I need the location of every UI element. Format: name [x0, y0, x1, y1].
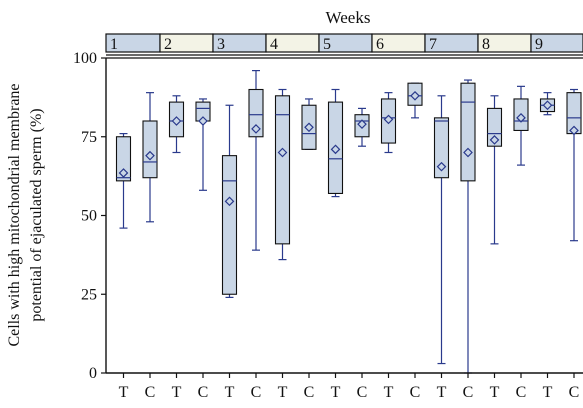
mean-marker — [357, 119, 367, 129]
box-week-7-T — [433, 95, 450, 365]
box-week-5-C — [354, 107, 370, 147]
iqr-box — [115, 136, 132, 182]
mean-marker — [569, 125, 579, 136]
y-axis: 0 25 50 75 100 — [73, 50, 107, 382]
x-tick-label: C — [304, 384, 315, 401]
weeks-label: Weeks — [326, 8, 371, 27]
x-tick-label: T — [331, 384, 341, 401]
x-tick-label: T — [119, 384, 129, 401]
week-header-label: 6 — [376, 36, 384, 53]
iqr-box — [248, 88, 264, 138]
box-week-3-C — [248, 69, 264, 251]
x-tick-label: C — [357, 384, 368, 401]
y-axis-label-line1: Cells with high mitochondrial membrane — [6, 83, 23, 346]
box-week-4-C — [301, 98, 317, 150]
box-week-8-T — [486, 95, 503, 245]
mean-marker — [383, 114, 394, 125]
box-week-9-T — [539, 92, 556, 116]
x-tick-label: C — [463, 384, 474, 401]
box-week-2-T — [168, 95, 185, 154]
x-tick-label: C — [251, 384, 262, 401]
iqr-box — [460, 82, 476, 182]
x-tick-label: T — [278, 384, 288, 401]
iqr-box — [486, 107, 503, 147]
box-week-9-C — [566, 88, 582, 242]
mean-marker — [251, 124, 261, 134]
x-tick-label: C — [569, 384, 580, 401]
week-header-label: 9 — [535, 36, 543, 53]
mean-marker — [330, 144, 341, 155]
mean-marker — [118, 168, 129, 178]
x-tick-label: C — [198, 384, 209, 401]
mean-marker — [304, 122, 314, 133]
x-tick-label: T — [437, 384, 447, 401]
iqr-box — [221, 155, 238, 295]
mean-marker — [224, 196, 235, 207]
week-header-label: 3 — [217, 36, 225, 53]
y-axis-label-line2: potential of ejaculated sperm (%) — [28, 108, 45, 321]
plot-area — [106, 54, 583, 374]
x-tick-label: C — [410, 384, 421, 401]
week-header-label: 5 — [323, 36, 331, 53]
iqr-box — [274, 95, 291, 245]
x-tick-label: T — [543, 384, 553, 401]
week-header-label: 2 — [164, 36, 172, 53]
box-week-8-C — [513, 85, 529, 166]
box-week-3-T — [221, 104, 238, 298]
x-tick-label: C — [516, 384, 527, 401]
mean-marker — [516, 113, 526, 123]
week-header-label: 8 — [482, 36, 490, 53]
mean-marker — [277, 147, 288, 158]
week-header-band: 1 2 3 4 5 6 7 8 9 — [105, 33, 583, 53]
y-tick-label: 50 — [81, 208, 97, 225]
box-week-5-T — [327, 88, 344, 198]
box-week-2-C — [195, 98, 211, 191]
iqr-box — [142, 120, 158, 179]
mean-marker — [542, 100, 553, 111]
mean-marker — [489, 135, 500, 145]
mean-marker — [463, 147, 473, 158]
x-tick-label: T — [490, 384, 500, 401]
x-tick-label: T — [384, 384, 394, 401]
y-tick-label: 100 — [73, 50, 97, 67]
week-header-label: 4 — [270, 36, 278, 53]
mean-marker — [171, 116, 182, 126]
box-week-7-C — [460, 79, 476, 374]
iqr-box — [433, 117, 450, 179]
mean-marker — [436, 161, 447, 172]
week-header-cell — [530, 33, 583, 53]
x-tick-label: T — [225, 384, 235, 401]
week-header-label: 1 — [110, 36, 118, 53]
mean-marker — [145, 150, 155, 161]
box-week-6-T — [380, 92, 397, 154]
box-week-1-T — [115, 133, 132, 229]
week-header-label: 7 — [429, 36, 437, 53]
box-week-6-C — [407, 82, 423, 119]
box-week-4-T — [274, 88, 291, 261]
mean-marker — [198, 116, 208, 126]
x-tick-label: C — [145, 384, 156, 401]
box-week-1-C — [142, 92, 158, 223]
y-tick-label: 75 — [81, 129, 97, 146]
y-tick-label: 25 — [81, 286, 97, 303]
y-tick-label: 0 — [89, 365, 97, 382]
mean-marker — [410, 90, 420, 101]
x-tick-label: T — [172, 384, 182, 401]
